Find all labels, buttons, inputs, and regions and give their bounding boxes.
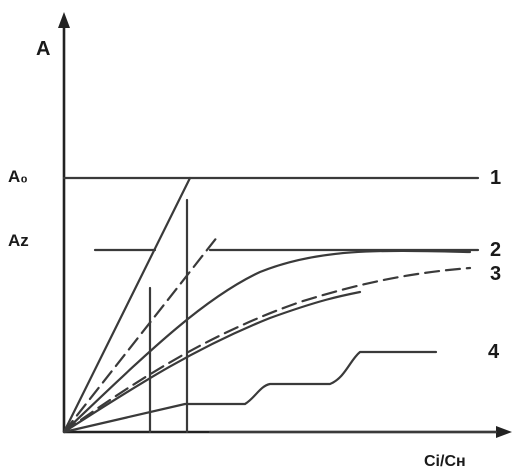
- curve-2-label: 2: [490, 239, 501, 261]
- curve-4: [62, 350, 438, 434]
- curve-1-label: 1: [490, 167, 501, 189]
- curve-4-label: 4: [488, 341, 500, 363]
- curve-1-rise: [62, 176, 192, 434]
- x-axis-label: Ci/Cн: [424, 453, 466, 470]
- curve-3-label: 3: [490, 263, 501, 285]
- y-axis-label: A: [36, 38, 50, 60]
- y-axis-arrow: [58, 12, 70, 28]
- a0-label: A₀: [8, 167, 28, 186]
- az-label: Aᴢ: [8, 231, 29, 250]
- curve-lower: [62, 290, 362, 434]
- curve-2: [62, 249, 472, 434]
- dashed-line: [62, 234, 220, 434]
- x-axis-arrow: [496, 426, 512, 438]
- curve-3: [62, 266, 472, 434]
